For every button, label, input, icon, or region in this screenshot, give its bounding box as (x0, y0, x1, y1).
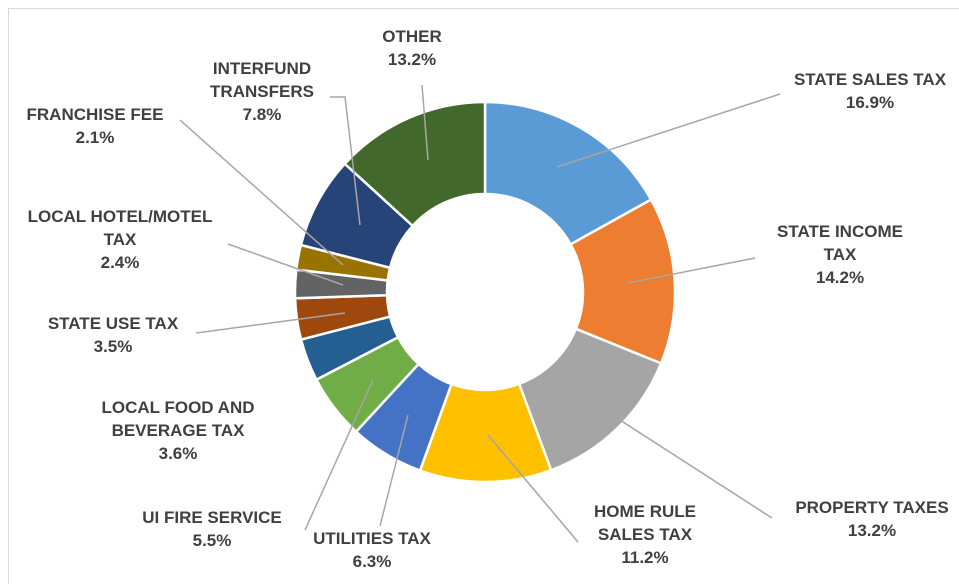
slice-label: STATE INCOME TAX 14.2% (760, 220, 920, 289)
slice-name: UI FIRE SERVICE (142, 508, 282, 527)
leader-line (330, 96, 361, 226)
slice-name: LOCAL HOTEL/MOTEL TAX (27, 207, 213, 249)
slice-name: STATE SALES TAX (793, 70, 947, 89)
chart-frame (8, 8, 959, 584)
slice-value: 5.5% (192, 531, 232, 550)
slice-label: LOCAL FOOD AND BEVERAGE TAX 3.6% (83, 396, 273, 465)
leader-line (227, 243, 344, 286)
slice-value: 3.6% (158, 444, 198, 463)
leader-line (487, 434, 579, 543)
slice-label: OTHER 13.2% (362, 25, 462, 71)
donut-slice (342, 100, 487, 228)
leader-line (556, 93, 781, 168)
leader-line (195, 312, 346, 334)
slice-value: 6.3% (352, 552, 392, 571)
slice-name: LOCAL FOOD AND BEVERAGE TAX (101, 398, 255, 440)
slice-value: 2.1% (75, 128, 115, 147)
slice-value: 14.2% (815, 268, 865, 287)
slice-name: OTHER (382, 27, 442, 46)
slice-label: FRANCHISE FEE 2.1% (5, 103, 185, 149)
slice-name: PROPERTY TAXES (795, 498, 949, 517)
slice-label: STATE USE TAX 3.5% (23, 312, 203, 358)
slice-label: UI FIRE SERVICE 5.5% (122, 506, 302, 552)
slice-label: LOCAL HOTEL/MOTEL TAX 2.4% (20, 205, 220, 274)
slice-label: UTILITIES TAX 6.3% (292, 527, 452, 573)
leader-line (627, 257, 756, 284)
leader-line (619, 419, 773, 519)
slice-value: 11.2% (621, 548, 669, 567)
slice-value: 7.8% (242, 105, 282, 124)
leader-line (304, 379, 374, 531)
slice-label: HOME RULE SALES TAX 11.2% (580, 500, 710, 569)
donut-slice (483, 100, 653, 247)
slice-name: STATE INCOME TAX (777, 222, 903, 264)
slice-name: STATE USE TAX (47, 314, 179, 333)
slice-name: INTERFUND TRANSFERS (210, 59, 314, 101)
slice-value: 13.2% (387, 50, 437, 69)
leader-line (179, 119, 344, 266)
slice-label: STATE SALES TAX 16.9% (770, 68, 959, 114)
slice-name: UTILITIES TAX (313, 529, 431, 548)
slice-value: 3.5% (93, 337, 133, 356)
slice-value: 16.9% (845, 93, 895, 112)
slice-label: INTERFUND TRANSFERS 7.8% (192, 57, 332, 126)
slice-value: 2.4% (100, 253, 140, 272)
slice-label: PROPERTY TAXES 13.2% (772, 496, 959, 542)
slice-value: 13.2% (847, 521, 897, 540)
leader-line (421, 84, 429, 161)
leader-line (379, 414, 409, 527)
slice-name: HOME RULE SALES TAX (594, 502, 696, 544)
slice-name: FRANCHISE FEE (26, 105, 164, 124)
